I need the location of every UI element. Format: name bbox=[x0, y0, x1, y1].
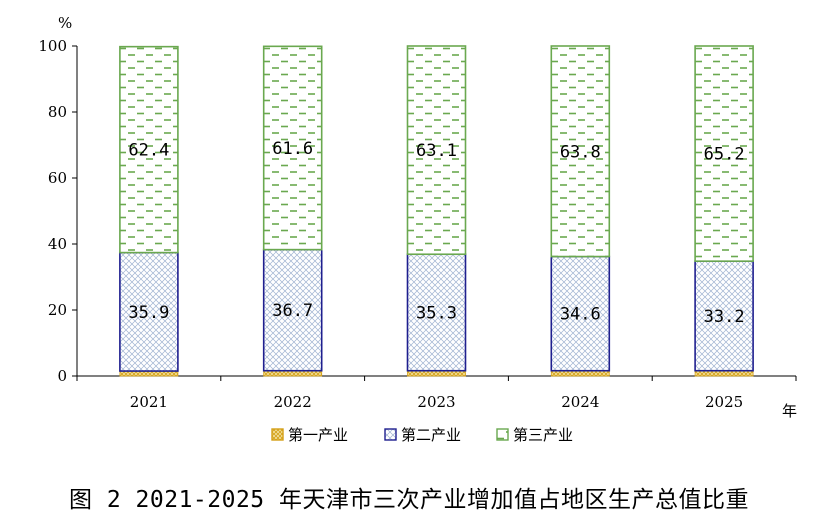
bars bbox=[119, 45, 754, 377]
axes: 0 20 40 60 80 100% 2021 2022 2023 2024 2025 年 bbox=[38, 14, 797, 420]
bar-segment bbox=[119, 251, 179, 372]
bar-segment bbox=[262, 45, 323, 251]
y-tick-label: 100 bbox=[38, 37, 67, 55]
data-label: 63.1 bbox=[416, 141, 457, 161]
legend-swatch bbox=[271, 428, 284, 441]
bar-segment bbox=[406, 253, 467, 372]
bar-segment bbox=[406, 45, 467, 256]
y-tick-label: 40 bbox=[48, 235, 67, 253]
bar-segment bbox=[262, 248, 323, 372]
legend-label: 第一产业 bbox=[288, 426, 348, 444]
y-tick-label: 0 bbox=[57, 367, 67, 385]
stacked-bar-chart: 0 20 40 60 80 100% 2021 2022 2023 2024 2025 年 35.9 6… bbox=[38, 14, 797, 444]
data-label: 65.2 bbox=[704, 145, 745, 165]
y-tick-label: 60 bbox=[48, 169, 67, 187]
data-label: 62.4 bbox=[128, 141, 169, 161]
y-tick-label: 80 bbox=[48, 103, 67, 121]
bar-segment bbox=[694, 45, 754, 262]
data-label: 33.2 bbox=[704, 307, 745, 327]
x-tick-label: 2022 bbox=[274, 393, 312, 411]
legend-label: 第三产业 bbox=[513, 426, 573, 444]
x-tick-label: 2023 bbox=[417, 393, 455, 411]
legend-swatch bbox=[496, 428, 509, 441]
x-tick-label: 2024 bbox=[561, 393, 599, 411]
legend-swatch bbox=[384, 428, 397, 441]
legend-label: 第二产业 bbox=[401, 426, 461, 444]
data-label: 35.9 bbox=[128, 303, 169, 323]
x-axis-unit: 年 bbox=[782, 402, 797, 420]
x-tick-label: 2025 bbox=[705, 393, 743, 411]
y-axis-unit: % bbox=[58, 14, 72, 32]
data-label: 36.7 bbox=[272, 301, 313, 321]
bar-segment bbox=[550, 255, 611, 372]
data-label: 34.6 bbox=[560, 305, 601, 325]
bar-segment bbox=[550, 45, 611, 258]
y-tick-label: 20 bbox=[48, 301, 67, 319]
data-labels: 35.9 62.4 36.7 61.6 35.3 63.1 34.6 63.8 33.2 65.2 bbox=[128, 139, 744, 327]
data-label: 35.3 bbox=[416, 303, 457, 323]
bar-segment bbox=[119, 45, 179, 254]
data-label: 63.8 bbox=[560, 142, 601, 162]
legend: 第一产业 第二产业 第三产业 bbox=[271, 426, 573, 444]
x-tick-label: 2021 bbox=[130, 393, 168, 411]
bar-segment bbox=[694, 260, 754, 372]
data-label: 61.6 bbox=[272, 139, 313, 159]
figure-caption: 图 2 2021-2025 年天津市三次产业增加值占地区生产总值比重 bbox=[68, 487, 749, 513]
